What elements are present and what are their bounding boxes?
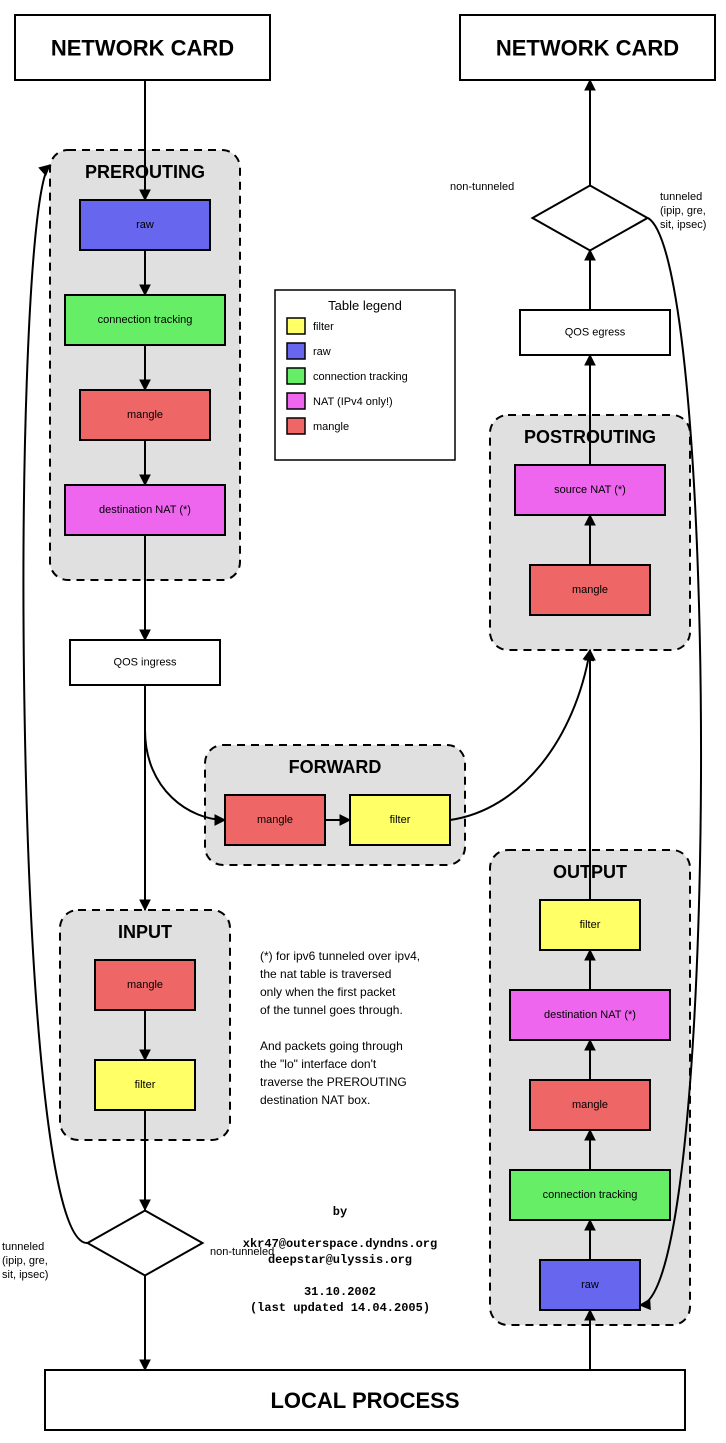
node-label-prerouting-2: mangle bbox=[127, 409, 163, 421]
nc_left-label: NETWORK CARD bbox=[51, 35, 234, 60]
legend-swatch-1 bbox=[287, 343, 305, 359]
note-line-1: the nat table is traversed bbox=[260, 967, 391, 981]
note-line-7: traverse the PREROUTING bbox=[260, 1075, 407, 1089]
node-label-input-0: mangle bbox=[127, 979, 163, 991]
decision-upper-right-label-2: sit, ipsec) bbox=[660, 219, 706, 231]
decision-upper-right-label-0: tunneled bbox=[660, 191, 702, 203]
nc_right-label: NETWORK CARD bbox=[496, 35, 679, 60]
credit-line-3: deepstar@ulyssis.org bbox=[268, 1253, 412, 1267]
decision-upper-right-label-1: (ipip, gre, bbox=[660, 205, 706, 217]
node-label-postrouting-0: source NAT (*) bbox=[554, 484, 626, 496]
legend-label-4: mangle bbox=[313, 421, 349, 433]
decision-lower-left-label-0: tunneled bbox=[2, 1241, 44, 1253]
decision-lower-left-label-1: (ipip, gre, bbox=[2, 1255, 48, 1267]
credit-line-6: (last updated 14.04.2005) bbox=[250, 1301, 430, 1315]
node-label-output-4: raw bbox=[581, 1279, 599, 1291]
chain-title-forward: FORWARD bbox=[289, 757, 382, 777]
decision-upper-left-label: non-tunneled bbox=[450, 181, 514, 193]
note-line-6: the "lo" interface don't bbox=[260, 1057, 377, 1071]
legend-swatch-2 bbox=[287, 368, 305, 384]
note-line-8: destination NAT box. bbox=[260, 1093, 370, 1107]
node-label-forward-0: mangle bbox=[257, 814, 293, 826]
decision-lower bbox=[88, 1211, 203, 1276]
decision-lower-left-label-2: sit, ipsec) bbox=[2, 1269, 48, 1281]
node-label-postrouting-1: mangle bbox=[572, 584, 608, 596]
note-line-5: And packets going through bbox=[260, 1039, 403, 1053]
node-label-prerouting-1: connection tracking bbox=[98, 314, 193, 326]
credit-line-2: xkr47@outerspace.dyndns.org bbox=[243, 1237, 437, 1251]
node-label-forward-1: filter bbox=[390, 814, 411, 826]
legend-label-0: filter bbox=[313, 321, 334, 333]
decision-upper bbox=[533, 186, 648, 251]
legend-label-2: connection tracking bbox=[313, 371, 408, 383]
legend-label-1: raw bbox=[313, 346, 331, 358]
node-label-output-3: connection tracking bbox=[543, 1189, 638, 1201]
node-label-output-1: destination NAT (*) bbox=[544, 1009, 636, 1021]
node-label-output-0: filter bbox=[580, 919, 601, 931]
legend-title: Table legend bbox=[328, 298, 402, 313]
note-line-3: of the tunnel goes through. bbox=[260, 1003, 403, 1017]
qos-label-egress: QOS egress bbox=[565, 326, 626, 338]
chain-title-input: INPUT bbox=[118, 922, 172, 942]
credit-line-0: by bbox=[333, 1205, 347, 1219]
note-line-0: (*) for ipv6 tunneled over ipv4, bbox=[260, 949, 420, 963]
legend-label-3: NAT (IPv4 only!) bbox=[313, 396, 393, 408]
qos-label-ingress: QOS ingress bbox=[114, 656, 177, 668]
credit-line-5: 31.10.2002 bbox=[304, 1285, 376, 1299]
note-line-2: only when the first packet bbox=[260, 985, 396, 999]
local-label: LOCAL PROCESS bbox=[270, 1388, 459, 1413]
legend-swatch-0 bbox=[287, 318, 305, 334]
edge-8 bbox=[450, 650, 590, 820]
node-label-prerouting-0: raw bbox=[136, 219, 154, 231]
legend-swatch-4 bbox=[287, 418, 305, 434]
node-label-output-2: mangle bbox=[572, 1099, 608, 1111]
legend-swatch-3 bbox=[287, 393, 305, 409]
node-label-input-1: filter bbox=[135, 1079, 156, 1091]
node-label-prerouting-3: destination NAT (*) bbox=[99, 504, 191, 516]
